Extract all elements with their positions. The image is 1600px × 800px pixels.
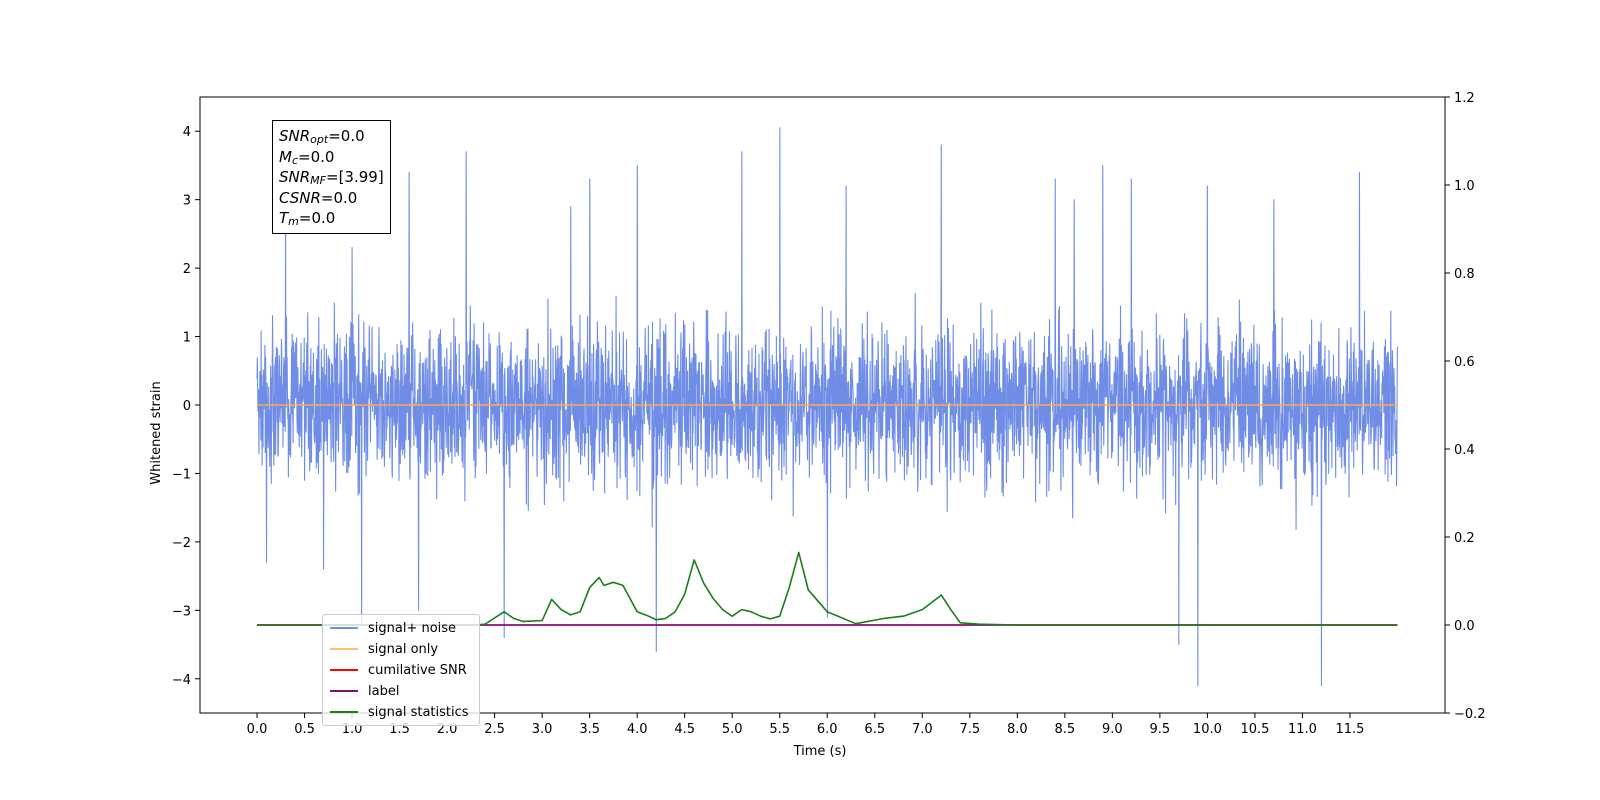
x-tick-label: 7.5 <box>959 722 980 737</box>
y2-tick-label: 1.0 <box>1454 179 1475 194</box>
y-axis-label: Whitened strain <box>149 381 164 484</box>
info-tm: Tm=0.0 <box>279 209 336 228</box>
x-tick-label: 11.5 <box>1335 722 1364 737</box>
legend-label: signal+ noise <box>368 620 457 636</box>
legend-swatch <box>330 627 358 629</box>
info-snr-opt: SNRopt=0.0 <box>279 127 365 146</box>
y2-tick-label: 0.2 <box>1454 531 1475 546</box>
y-tick-label: 0 <box>183 399 191 414</box>
legend-swatch <box>330 669 358 671</box>
x-tick-label: 3.5 <box>579 722 600 737</box>
x-tick-label: 6.0 <box>817 722 838 737</box>
signal-noise-line <box>256 127 1399 687</box>
x-tick-label: 0.0 <box>247 722 268 737</box>
y2-tick-label: 0.4 <box>1454 443 1475 458</box>
x-tick-label: 4.0 <box>627 722 648 737</box>
legend-item-signal-statistics: signal statistics <box>330 702 469 722</box>
legend: signal+ noise signal only cumilative SNR… <box>322 614 480 726</box>
info-mc: Mc=0.0 <box>279 147 335 167</box>
info-csnr: CSNR=0.0 <box>279 188 358 207</box>
x-tick-label: 5.5 <box>769 722 790 737</box>
x-tick-label: 8.0 <box>1007 722 1028 737</box>
x-tick-label: 9.5 <box>1150 722 1171 737</box>
y-tick-label: −1 <box>172 467 191 482</box>
legend-swatch <box>330 690 358 692</box>
series-signal-statistics-line <box>257 551 1398 626</box>
legend-label: signal statistics <box>368 704 469 720</box>
info-box: SNRopt=0.0 Mc=0.0 SNRMF=[3.99] CSNR=0.0 … <box>272 120 391 234</box>
series-signal-noise-line <box>256 127 1399 687</box>
x-tick-label: 2.5 <box>484 722 505 737</box>
legend-item-signal-only: signal only <box>330 639 438 659</box>
y-tick-label: 2 <box>183 262 191 277</box>
x-tick-label: 4.5 <box>674 722 695 737</box>
x-tick-label: 6.5 <box>864 722 885 737</box>
x-tick-label: 8.5 <box>1055 722 1076 737</box>
legend-item-cumilative-snr: cumilative SNR <box>330 660 467 680</box>
legend-item-signal-noise: signal+ noise <box>330 618 456 638</box>
y-axis-left: −4 −3 −2 −1 0 1 2 3 4 <box>172 125 200 688</box>
signal-statistics-line <box>257 551 1398 626</box>
legend-swatch <box>330 711 358 713</box>
info-snr-mf: SNRMF=[3.99] <box>279 168 384 187</box>
y2-tick-label: 0.8 <box>1454 267 1475 282</box>
x-tick-label: 5.0 <box>722 722 743 737</box>
y-axis-right: −0.2 0.0 0.2 0.4 0.6 0.8 1.0 1.2 <box>1445 91 1486 722</box>
x-tick-label: 11.0 <box>1288 722 1317 737</box>
y2-tick-label: −0.2 <box>1454 707 1486 722</box>
y2-tick-label: 0.0 <box>1454 619 1475 634</box>
y-tick-label: 3 <box>183 194 191 209</box>
legend-item-label: label <box>330 681 399 701</box>
x-axis-label: Time (s) <box>793 744 847 759</box>
x-tick-label: 9.0 <box>1102 722 1123 737</box>
y-tick-label: 1 <box>183 331 191 346</box>
x-tick-label: 0.5 <box>294 722 315 737</box>
x-tick-label: 7.0 <box>912 722 933 737</box>
y-tick-label: −3 <box>172 604 191 619</box>
y2-tick-label: 0.6 <box>1454 355 1475 370</box>
legend-label: signal only <box>368 641 439 657</box>
y-tick-label: −4 <box>172 673 191 688</box>
legend-swatch <box>330 648 358 650</box>
x-tick-label: 10.5 <box>1240 722 1269 737</box>
x-tick-label: 3.0 <box>532 722 553 737</box>
y-tick-label: −2 <box>172 536 191 551</box>
y-tick-label: 4 <box>183 125 191 140</box>
legend-label: cumilative SNR <box>368 662 467 678</box>
x-tick-label: 10.0 <box>1193 722 1222 737</box>
legend-label: label <box>368 683 400 699</box>
y2-tick-label: 1.2 <box>1454 91 1475 106</box>
